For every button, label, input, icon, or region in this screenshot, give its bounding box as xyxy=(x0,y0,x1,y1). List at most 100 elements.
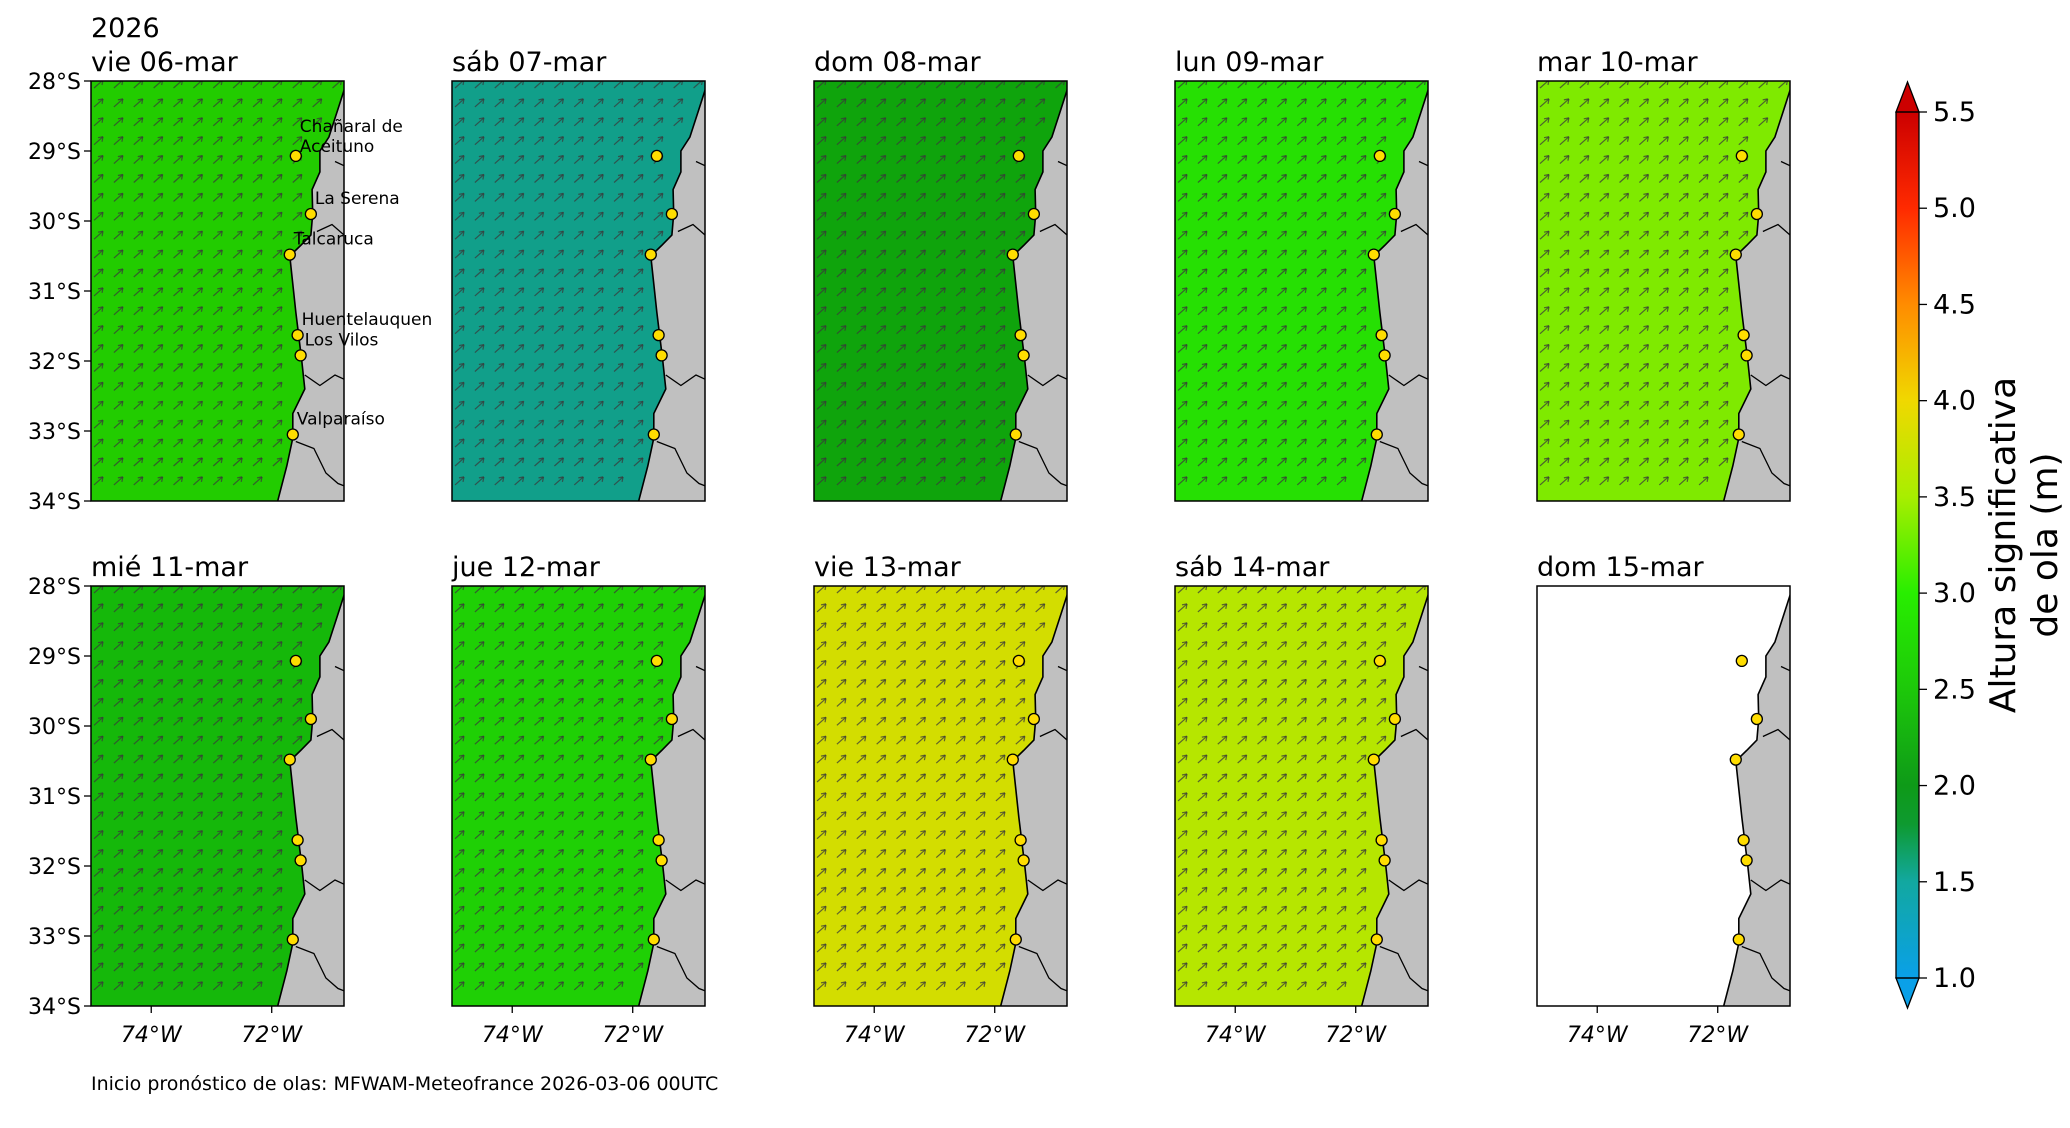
region-border xyxy=(665,879,705,892)
location-marker xyxy=(1017,854,1030,867)
region-border xyxy=(1018,440,1067,487)
panel-date-label: jue 12-mar xyxy=(451,552,601,583)
location-marker xyxy=(1014,328,1027,342)
location-marker xyxy=(1367,753,1380,766)
location-marker xyxy=(1006,248,1019,261)
location-marker xyxy=(1378,349,1391,362)
forecast-panel: vie 13-mar 74°W 72°W xyxy=(813,552,1068,1048)
ocean-wave-field xyxy=(814,586,1067,1006)
colorbar-gradient xyxy=(1896,112,1919,978)
colorbar-tick-label: 4.5 xyxy=(1933,289,1976,320)
region-border xyxy=(1750,879,1790,892)
panel-date-label: mar 10-mar xyxy=(1537,47,1698,78)
location-marker xyxy=(289,654,302,668)
region-border xyxy=(1762,223,1790,236)
wave-direction-arrows xyxy=(1177,81,1426,486)
location-marker xyxy=(1737,328,1750,342)
location-label: Aceituno xyxy=(300,137,374,157)
panel-frame xyxy=(813,80,1068,502)
location-marker xyxy=(1740,349,1753,362)
location-label: Huentelauquen xyxy=(302,310,433,330)
latitude-tick-label: 33°S xyxy=(28,925,81,950)
location-marker xyxy=(286,933,299,946)
panel-date-label: vie 13-mar xyxy=(814,552,962,583)
ocean-wave-field xyxy=(1537,586,1790,1006)
location-marker xyxy=(655,349,668,362)
latitude-tick-label: 28°S xyxy=(28,575,81,600)
ocean-wave-field xyxy=(1175,586,1428,1006)
ocean-wave-field xyxy=(814,81,1067,501)
latitude-tick-label: 30°S xyxy=(28,715,81,740)
location-marker xyxy=(1373,654,1386,668)
panel-date-label: sáb 14-mar xyxy=(1175,552,1330,583)
location-marker xyxy=(1375,328,1388,342)
location-label: Valparaíso xyxy=(297,410,385,430)
location-marker xyxy=(294,349,307,362)
latitude-tick-label: 32°S xyxy=(28,855,81,880)
region-border xyxy=(1400,728,1428,741)
colorbar-tick-label: 5.0 xyxy=(1933,193,1976,224)
location-label: Talcaruca xyxy=(293,230,374,250)
latitude-tick-label: 32°S xyxy=(28,350,81,375)
location-label: Chañaral de xyxy=(300,117,403,137)
longitude-tick-label: 74°W xyxy=(1205,1023,1267,1048)
region-border xyxy=(1379,945,1428,992)
colorbar-title-line2: de ola (m) xyxy=(2025,452,2066,637)
region-border xyxy=(1762,728,1790,741)
colorbar-tick-label: 3.5 xyxy=(1933,482,1976,513)
location-marker xyxy=(1370,428,1383,441)
location-marker xyxy=(650,149,663,163)
longitude-tick-label: 74°W xyxy=(121,1023,183,1048)
colorbar-tick-label: 2.5 xyxy=(1933,674,1976,705)
ocean-wave-field xyxy=(1537,81,1790,501)
region-border xyxy=(677,728,705,741)
latitude-tick-label: 29°S xyxy=(28,140,81,165)
location-marker xyxy=(1740,854,1753,867)
latitude-tick-label: 34°S xyxy=(28,490,81,515)
wave-direction-arrows xyxy=(816,81,1065,486)
region-border xyxy=(1741,945,1790,992)
location-marker xyxy=(291,328,304,342)
location-marker xyxy=(1009,428,1022,441)
colorbar-tick-label: 4.0 xyxy=(1933,386,1976,417)
forecast-panel: lun 09-mar xyxy=(1174,47,1429,502)
region-border xyxy=(1388,374,1428,387)
region-border xyxy=(677,223,705,236)
location-marker xyxy=(304,712,318,726)
region-border xyxy=(1018,945,1067,992)
longitude-tick-label: 72°W xyxy=(241,1023,303,1048)
location-marker xyxy=(304,207,318,221)
location-marker xyxy=(286,428,299,441)
location-marker xyxy=(1735,654,1748,668)
location-marker xyxy=(655,854,668,867)
longitude-tick-label: 74°W xyxy=(482,1023,544,1048)
panel-date-label: mié 11-mar xyxy=(91,552,249,583)
ocean-wave-field xyxy=(91,586,344,1006)
footer-source: Inicio pronóstico de olas: MFWAM-Meteofr… xyxy=(91,1073,718,1095)
wave-direction-arrows xyxy=(93,81,342,486)
forecast-panel: sáb 14-mar 74°W 72°W xyxy=(1174,552,1429,1048)
colorbar-tick-label: 1.5 xyxy=(1933,867,1976,898)
location-marker xyxy=(1375,833,1388,847)
forecast-panel: mié 11-mar 28°S 29°S 30°S 31°S 32°S 33°S 34°S 74… xyxy=(28,552,345,1048)
location-marker xyxy=(1732,933,1745,946)
location-marker xyxy=(283,753,296,766)
ocean-wave-field xyxy=(91,81,344,501)
forecast-panel: sáb 07-mar xyxy=(451,47,706,502)
forecast-panel: dom 08-mar xyxy=(813,47,1068,502)
location-marker xyxy=(1367,248,1380,261)
colorbar-max-extension xyxy=(1895,80,1920,113)
location-marker xyxy=(1012,654,1025,668)
location-marker xyxy=(1388,712,1402,726)
longitude-tick-label: 72°W xyxy=(1687,1023,1749,1048)
panel-date-label: dom 15-mar xyxy=(1537,552,1704,583)
ocean-wave-field xyxy=(452,586,705,1006)
location-label: Los Vilos xyxy=(305,330,379,350)
region-border xyxy=(304,879,344,892)
location-marker xyxy=(1017,349,1030,362)
panel-frame xyxy=(451,80,706,502)
colorbar-title-line1: Altura significativa xyxy=(1983,377,2024,713)
location-marker xyxy=(1735,149,1748,163)
